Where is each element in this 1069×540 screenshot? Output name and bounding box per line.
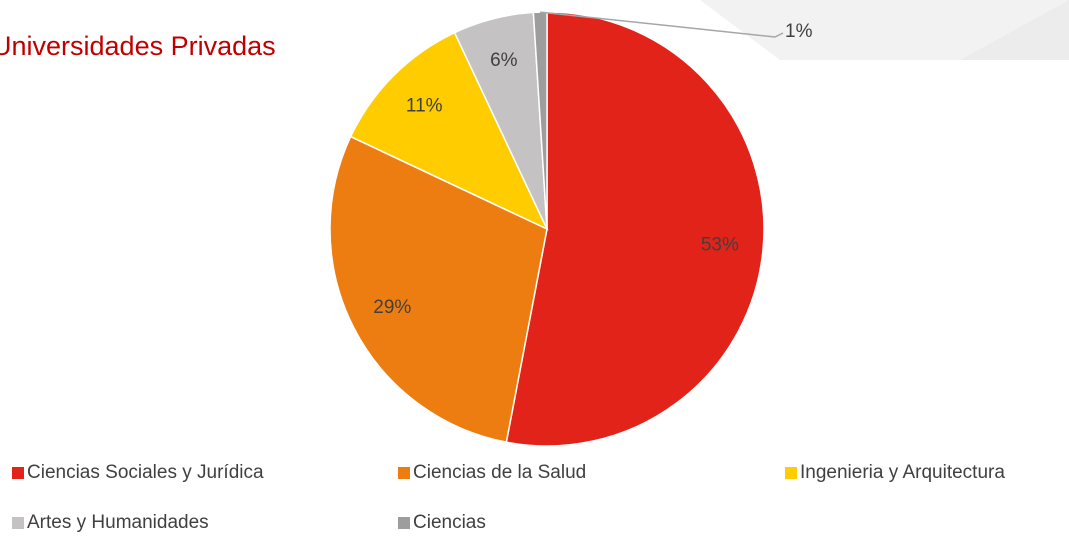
- data-label: 11%: [406, 95, 443, 116]
- pie-slice: [349, 31, 549, 231]
- legend-swatch: [12, 467, 24, 479]
- legend-label: Ciencias Sociales y Jurídica: [27, 462, 264, 483]
- pie-slice: [505, 11, 765, 447]
- legend-label: Artes y Humanidades: [27, 512, 209, 533]
- data-label: 1%: [785, 21, 813, 42]
- data-label: 53%: [701, 234, 739, 255]
- legend-label: Ciencias: [413, 512, 486, 533]
- legend-swatch: [785, 467, 797, 479]
- legend-swatch: [398, 517, 410, 529]
- data-label: 6%: [490, 50, 518, 71]
- watermark: [700, 0, 1069, 60]
- legend-label: Ingenieria y Arquitectura: [800, 462, 1005, 483]
- pie-slice: [532, 11, 548, 230]
- legend-swatch: [12, 517, 24, 529]
- legend-label: Ciencias de la Salud: [413, 462, 586, 483]
- chart-title: Universidades Privadas: [0, 31, 276, 61]
- watermark: [960, 0, 1069, 60]
- leader-line: [540, 11, 784, 38]
- pie-slice: [329, 135, 548, 444]
- data-label: 29%: [373, 297, 411, 318]
- legend-swatch: [398, 467, 410, 479]
